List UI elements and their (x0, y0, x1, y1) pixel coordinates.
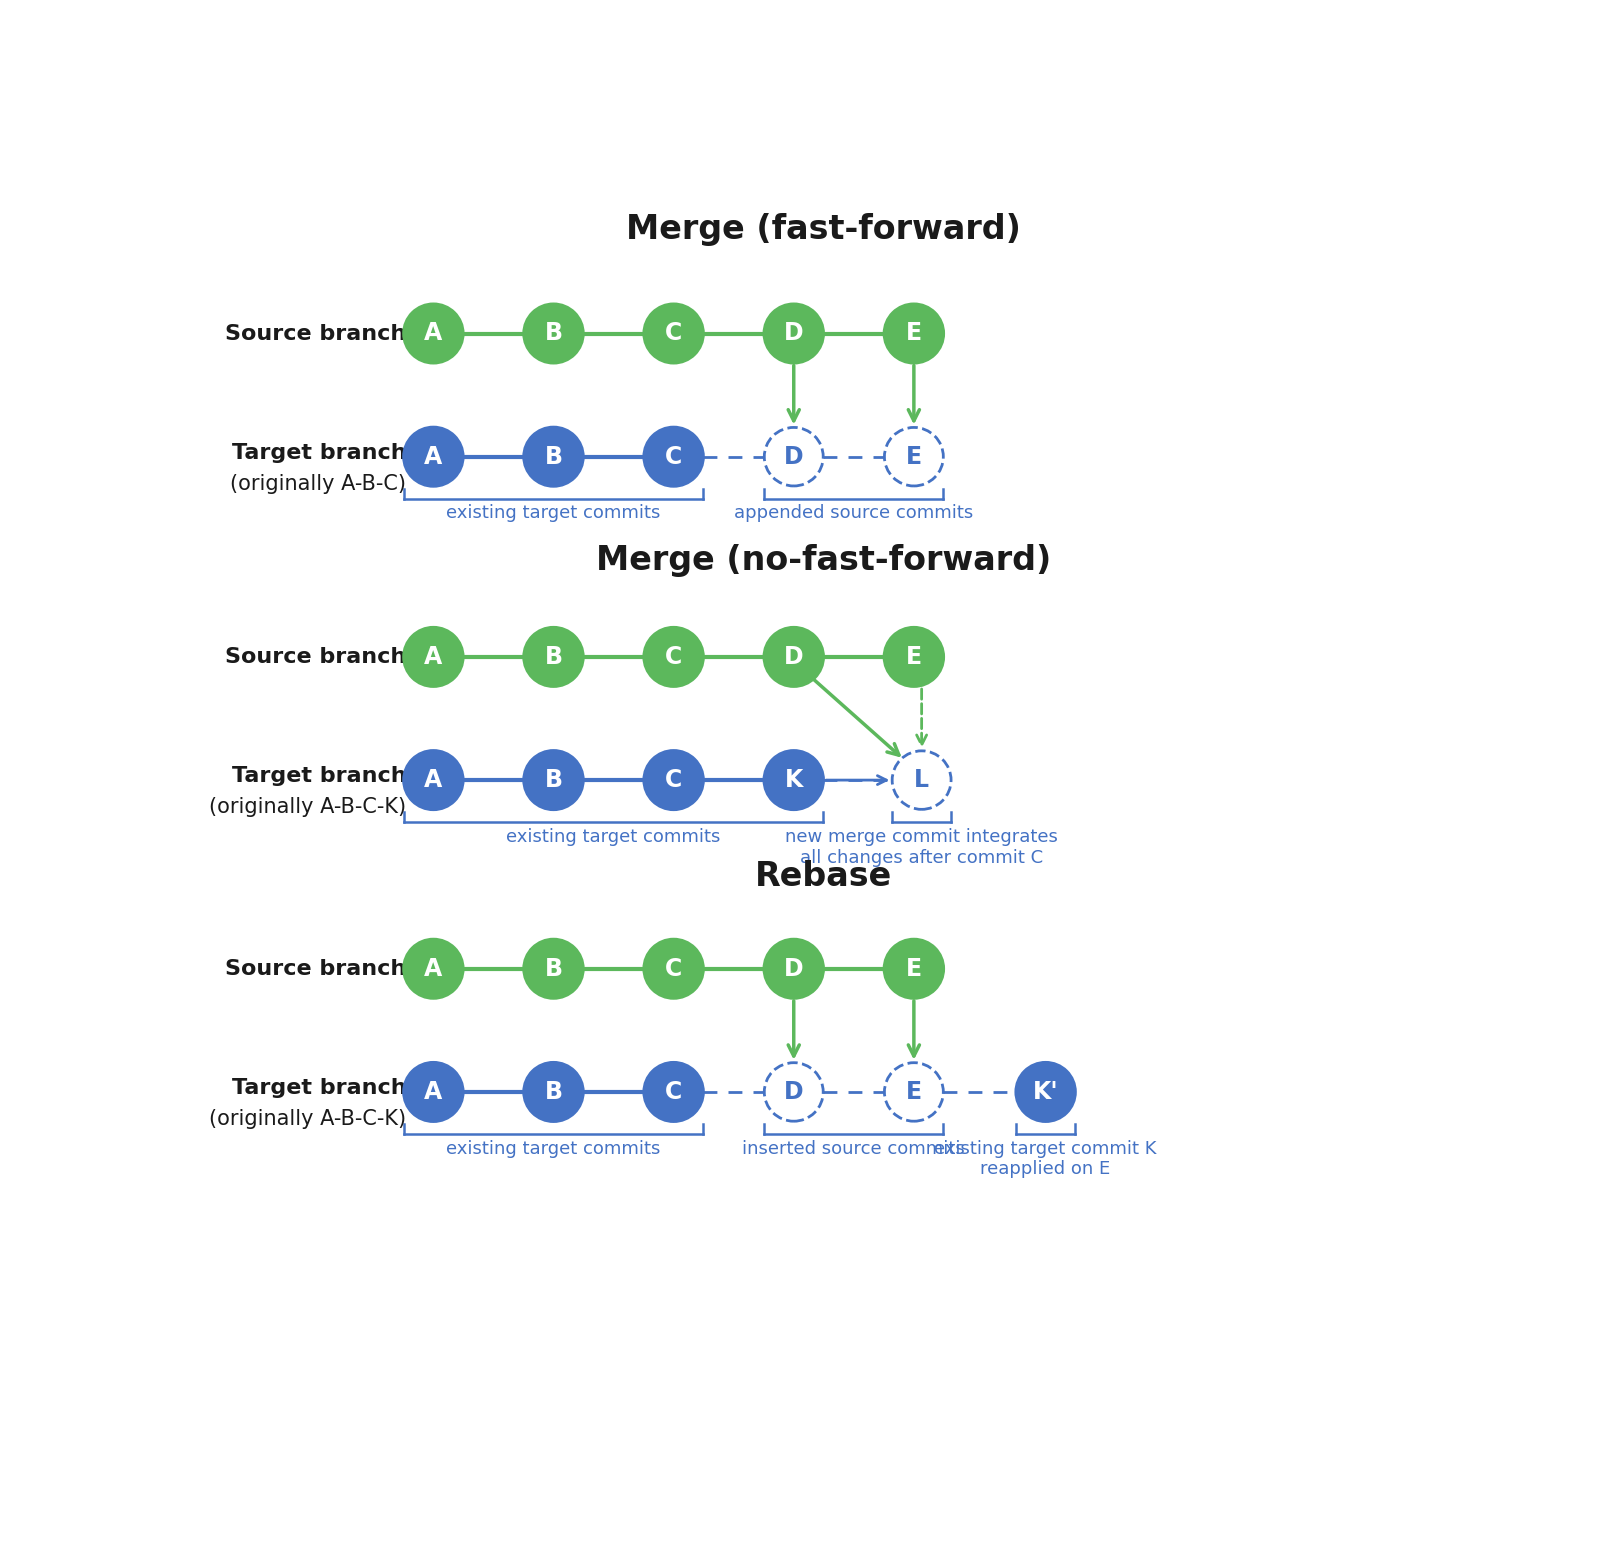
Circle shape (403, 627, 463, 686)
Text: D: D (784, 321, 804, 345)
Text: B: B (545, 644, 562, 669)
Text: appended source commits: appended source commits (734, 504, 974, 523)
Text: Source branch: Source branch (225, 647, 407, 666)
Text: A: A (424, 1080, 442, 1104)
Text: A: A (424, 321, 442, 345)
Text: C: C (665, 768, 683, 792)
Circle shape (644, 939, 704, 998)
Text: E: E (906, 956, 922, 981)
Text: inserted source commits: inserted source commits (742, 1140, 966, 1158)
Text: B: B (545, 321, 562, 345)
Text: Target branch: Target branch (231, 1078, 407, 1098)
Text: K: K (784, 768, 804, 792)
Circle shape (403, 939, 463, 998)
Circle shape (403, 427, 463, 487)
Text: C: C (665, 1080, 683, 1104)
Text: Rebase: Rebase (755, 860, 892, 892)
Text: Merge (no-fast-forward): Merge (no-fast-forward) (596, 544, 1051, 577)
Circle shape (644, 427, 704, 487)
Text: B: B (545, 445, 562, 468)
Text: D: D (784, 644, 804, 669)
Circle shape (765, 750, 823, 810)
Circle shape (884, 1062, 943, 1122)
Text: B: B (545, 956, 562, 981)
Text: A: A (424, 644, 442, 669)
Text: K': K' (1033, 1080, 1059, 1104)
Text: Source branch: Source branch (225, 323, 407, 343)
Circle shape (403, 1062, 463, 1122)
Text: E: E (906, 644, 922, 669)
Text: C: C (665, 644, 683, 669)
Text: new merge commit integrates
all changes after commit C: new merge commit integrates all changes … (786, 828, 1057, 867)
Circle shape (884, 304, 943, 363)
Text: Target branch: Target branch (231, 443, 407, 463)
Text: E: E (906, 445, 922, 468)
Circle shape (884, 939, 943, 998)
Text: C: C (665, 445, 683, 468)
Circle shape (524, 939, 583, 998)
Text: D: D (784, 445, 804, 468)
Text: (originally A-B-C): (originally A-B-C) (230, 474, 407, 493)
Circle shape (524, 427, 583, 487)
Circle shape (644, 750, 704, 810)
Text: A: A (424, 445, 442, 468)
Circle shape (892, 750, 951, 810)
Text: D: D (784, 1080, 804, 1104)
Circle shape (403, 304, 463, 363)
Text: D: D (784, 956, 804, 981)
Text: E: E (906, 1080, 922, 1104)
Circle shape (765, 1062, 823, 1122)
Circle shape (884, 427, 943, 487)
Text: Source branch: Source branch (225, 959, 407, 978)
Circle shape (524, 750, 583, 810)
Text: C: C (665, 956, 683, 981)
Text: E: E (906, 321, 922, 345)
Text: A: A (424, 956, 442, 981)
Circle shape (644, 1062, 704, 1122)
Text: existing target commits: existing target commits (447, 504, 660, 523)
Circle shape (765, 627, 823, 686)
Text: A: A (424, 768, 442, 792)
Circle shape (403, 750, 463, 810)
Circle shape (644, 304, 704, 363)
Text: existing target commit K
reapplied on E: existing target commit K reapplied on E (934, 1140, 1157, 1178)
Circle shape (1016, 1062, 1075, 1122)
Circle shape (524, 304, 583, 363)
Text: (originally A-B-C-K): (originally A-B-C-K) (209, 797, 407, 817)
Circle shape (765, 427, 823, 487)
Text: Target branch: Target branch (231, 766, 407, 786)
Circle shape (524, 627, 583, 686)
Circle shape (644, 627, 704, 686)
Text: existing target commits: existing target commits (447, 1140, 660, 1158)
Text: B: B (545, 768, 562, 792)
Text: L: L (914, 768, 929, 792)
Text: (originally A-B-C-K): (originally A-B-C-K) (209, 1109, 407, 1129)
Text: B: B (545, 1080, 562, 1104)
Circle shape (884, 627, 943, 686)
Text: Merge (fast-forward): Merge (fast-forward) (627, 214, 1020, 246)
Circle shape (765, 939, 823, 998)
Text: existing target commits: existing target commits (506, 828, 722, 846)
Circle shape (765, 304, 823, 363)
Text: C: C (665, 321, 683, 345)
Circle shape (524, 1062, 583, 1122)
